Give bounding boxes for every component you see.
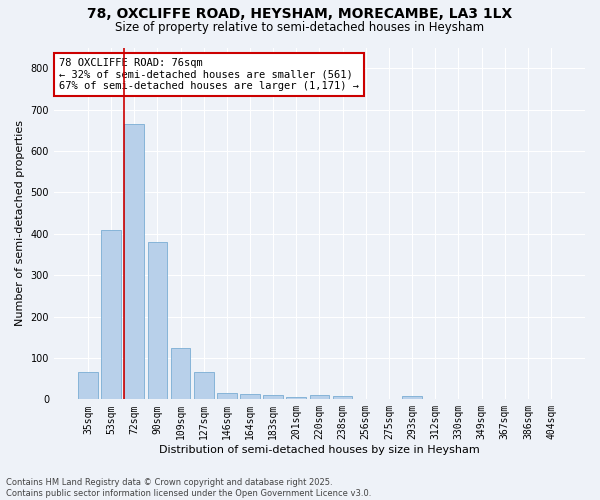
Bar <box>333 396 352 400</box>
Y-axis label: Number of semi-detached properties: Number of semi-detached properties <box>15 120 25 326</box>
Bar <box>263 395 283 400</box>
Bar <box>217 393 236 400</box>
Bar <box>402 396 422 400</box>
Text: 78 OXCLIFFE ROAD: 76sqm
← 32% of semi-detached houses are smaller (561)
67% of s: 78 OXCLIFFE ROAD: 76sqm ← 32% of semi-de… <box>59 58 359 92</box>
Bar <box>194 372 214 400</box>
Bar <box>170 348 190 400</box>
Text: Contains HM Land Registry data © Crown copyright and database right 2025.
Contai: Contains HM Land Registry data © Crown c… <box>6 478 371 498</box>
Bar <box>78 372 98 400</box>
Text: Size of property relative to semi-detached houses in Heysham: Size of property relative to semi-detach… <box>115 21 485 34</box>
Text: 78, OXCLIFFE ROAD, HEYSHAM, MORECAMBE, LA3 1LX: 78, OXCLIFFE ROAD, HEYSHAM, MORECAMBE, L… <box>88 8 512 22</box>
Bar <box>124 124 144 400</box>
X-axis label: Distribution of semi-detached houses by size in Heysham: Distribution of semi-detached houses by … <box>159 445 480 455</box>
Bar <box>148 242 167 400</box>
Bar <box>286 398 306 400</box>
Bar <box>101 230 121 400</box>
Bar <box>310 395 329 400</box>
Bar <box>240 394 260 400</box>
